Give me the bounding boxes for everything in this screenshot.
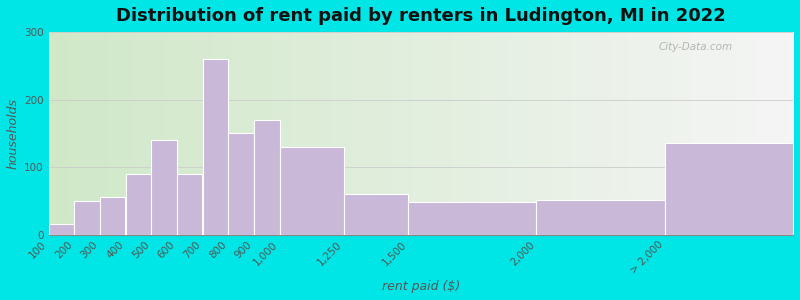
- Bar: [177, 174, 202, 235]
- Bar: [126, 174, 151, 235]
- Bar: [280, 147, 344, 235]
- Text: City-Data.com: City-Data.com: [659, 42, 733, 52]
- Bar: [100, 197, 126, 235]
- Title: Distribution of rent paid by renters in Ludington, MI in 2022: Distribution of rent paid by renters in …: [116, 7, 726, 25]
- Bar: [408, 202, 536, 235]
- Bar: [254, 120, 279, 235]
- Bar: [229, 133, 254, 235]
- Bar: [344, 194, 408, 235]
- X-axis label: rent paid ($): rent paid ($): [382, 280, 460, 293]
- Bar: [74, 201, 100, 235]
- Bar: [49, 224, 74, 235]
- Y-axis label: households: households: [7, 98, 20, 169]
- Bar: [202, 59, 228, 235]
- Bar: [537, 200, 665, 235]
- Bar: [665, 143, 793, 235]
- Bar: [151, 140, 177, 235]
